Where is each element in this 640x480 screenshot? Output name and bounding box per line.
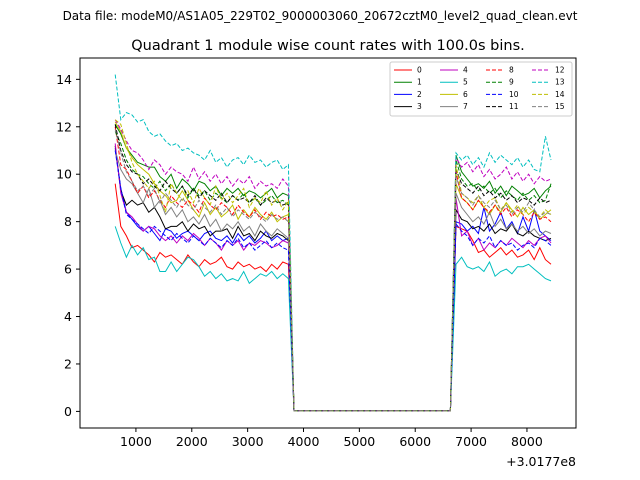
plot-frame — [79, 57, 577, 429]
legend-label-12: 12 — [555, 66, 565, 75]
legend-label-0: 0 — [417, 66, 422, 75]
y-tick-label: 10 — [56, 167, 72, 182]
legend-label-1: 1 — [417, 78, 422, 87]
legend-label-11: 11 — [509, 102, 519, 111]
series-line-15 — [114, 129, 552, 412]
legend-label-14: 14 — [555, 90, 565, 99]
legend-label-10: 10 — [509, 90, 519, 99]
y-tick-label: 0 — [64, 404, 72, 419]
axes-layer: 1000 2000 3000 4000 5000 6000 7000 8000 0 2 4 6 8 10 1… — [56, 72, 543, 449]
legend-label-5: 5 — [463, 78, 468, 87]
legend-label-7: 7 — [463, 102, 468, 111]
y-tick-label: 6 — [64, 262, 72, 277]
legend-label-8: 8 — [509, 66, 514, 75]
legend-label-2: 2 — [417, 90, 422, 99]
series-line-14 — [114, 119, 552, 412]
series-line-8 — [114, 126, 552, 412]
x-tick-label: 2000 — [176, 434, 208, 449]
x-tick-label: 8000 — [511, 434, 543, 449]
chart-title: Quadrant 1 module wise count rates with … — [131, 38, 525, 54]
x-tick-label: 3000 — [232, 434, 264, 449]
legend-label-13: 13 — [555, 78, 565, 87]
y-tick-label: 14 — [56, 72, 72, 87]
y-tick-label: 12 — [56, 119, 72, 134]
legend-label-15: 15 — [555, 102, 565, 111]
series-line-12 — [114, 119, 552, 412]
x-tick-label: 4000 — [288, 434, 320, 449]
chart-suptitle: Data file: modeM0/AS1A05_229T02_90000030… — [63, 9, 578, 23]
x-offset-label: +3.0177e8 — [506, 454, 576, 469]
legend-label-4: 4 — [463, 66, 468, 75]
y-tick-label: 2 — [64, 356, 72, 371]
series-layer — [114, 74, 552, 412]
y-tick-label: 8 — [64, 214, 72, 229]
y-tick-label: 4 — [64, 309, 72, 324]
x-tick-label: 5000 — [343, 434, 375, 449]
legend-box — [389, 61, 573, 117]
x-tick-label: 1000 — [120, 434, 152, 449]
legend-label-6: 6 — [463, 90, 468, 99]
x-tick-label: 6000 — [399, 434, 431, 449]
x-tick-label: 7000 — [455, 434, 487, 449]
legend-label-9: 9 — [509, 78, 514, 87]
legend-label-3: 3 — [417, 102, 422, 111]
